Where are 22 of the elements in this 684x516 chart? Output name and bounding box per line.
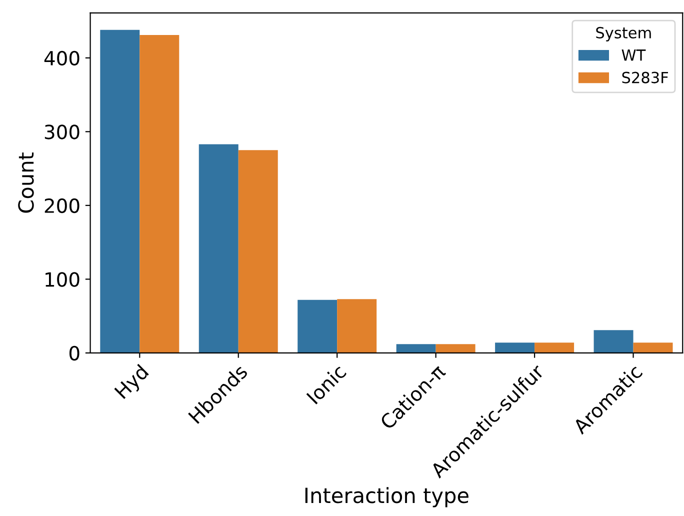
bar [495, 342, 535, 353]
y-tick-label: 400 [44, 50, 80, 66]
bar [594, 330, 634, 353]
bar [198, 144, 238, 353]
bar [100, 30, 140, 353]
bar [298, 300, 338, 353]
bar [534, 342, 574, 353]
legend-label: S283F [622, 72, 668, 84]
bar [396, 344, 436, 353]
legend-label: WT [622, 50, 646, 61]
y-tick-label: 100 [46, 272, 80, 287]
bar [633, 342, 673, 353]
legend-title: System [596, 26, 651, 42]
x-axis-title: Interaction type [305, 487, 468, 508]
bar [238, 150, 278, 353]
bar [337, 299, 377, 353]
bar [140, 35, 180, 353]
bar [436, 344, 476, 353]
y-tick-label: 300 [44, 124, 80, 140]
y-tick-label: 0 [69, 346, 80, 361]
y-tick-label: 200 [44, 198, 80, 214]
y-axis-title: Count [18, 152, 34, 213]
